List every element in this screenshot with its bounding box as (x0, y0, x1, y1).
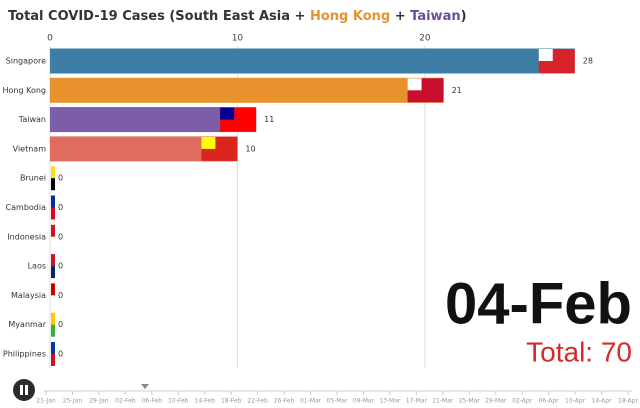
pause-bar[interactable] (20, 385, 23, 395)
timeline-label: 14-Apr (592, 398, 613, 405)
play-button-circle[interactable] (13, 379, 35, 401)
y-tick-label: Singapore (6, 57, 46, 66)
timeline-label: 21-Jan (36, 398, 56, 405)
y-tick-label: Taiwan (18, 115, 46, 124)
title-part: ) (461, 9, 467, 24)
title-part: Total COVID-19 Cases (South East Asia + (8, 9, 310, 24)
flag (51, 178, 55, 191)
timeline-label: 25-Jan (63, 398, 83, 405)
timeline-label: 26-Feb (274, 398, 295, 405)
timeline-label: 29-Jan (89, 398, 109, 405)
flag (201, 136, 216, 149)
value-label: 0 (58, 174, 63, 183)
flag (51, 166, 55, 179)
flag (407, 78, 422, 91)
timeline-label: 06-Feb (142, 398, 163, 405)
flag (51, 254, 55, 267)
play-button[interactable] (13, 379, 35, 401)
value-label: 0 (58, 350, 63, 359)
x-tick-label: 10 (232, 34, 244, 44)
bar (50, 48, 575, 74)
value-label: 11 (264, 115, 274, 124)
timeline-label: 18-Apr (618, 398, 639, 405)
value-label: 0 (58, 232, 63, 241)
y-tick-label: Philippines (3, 350, 46, 359)
flag (51, 342, 55, 354)
timeline-label: 02-Apr (512, 398, 533, 405)
timeline-label: 13-Mar (379, 398, 401, 405)
flag (51, 295, 55, 308)
timeline-label: 10-Apr (565, 398, 586, 405)
y-tick-label: Malaysia (11, 291, 46, 300)
y-tick-label: Myanmar (8, 320, 46, 329)
title-part: Hong Kong (310, 9, 390, 24)
y-tick-label: Cambodia (6, 203, 47, 212)
value-label: 10 (245, 144, 255, 153)
timeline-label: 09-Mar (353, 398, 375, 405)
timeline-label: 14-Feb (195, 398, 216, 405)
flag (51, 283, 55, 296)
flag (51, 207, 55, 220)
value-label: 21 (452, 86, 462, 95)
title-part: Taiwan (410, 9, 460, 24)
flag (51, 195, 55, 208)
timeline-label: 10-Feb (168, 398, 189, 405)
value-label: 28 (583, 57, 593, 66)
bar (50, 77, 444, 103)
flag (51, 324, 55, 337)
timeline-label: 01-Mar (300, 398, 322, 405)
timeline-label: 22-Feb (247, 398, 268, 405)
value-label: 0 (58, 320, 63, 329)
timeline-label: 25-Mar (459, 398, 481, 405)
value-label: 0 (58, 291, 63, 300)
flag (51, 312, 55, 325)
timeline-label: 29-Mar (485, 398, 507, 405)
date-label: 04-Feb (445, 271, 632, 336)
y-tick-label: Brunei (20, 174, 46, 183)
value-label: 0 (58, 262, 63, 271)
title-part: + (390, 9, 410, 24)
pause-bar[interactable] (25, 385, 28, 395)
y-tick-label: Laos (28, 262, 46, 271)
y-tick-label: Indonesia (7, 232, 46, 241)
y-tick-label: Vietnam (13, 144, 47, 153)
flag (51, 236, 55, 249)
value-label: 0 (58, 203, 63, 212)
x-tick-label: 0 (47, 34, 53, 44)
timeline-label: 17-Mar (406, 398, 428, 405)
y-tick-label: Hong Kong (3, 86, 47, 95)
timeline-label: 06-Apr (539, 398, 560, 405)
flag (220, 107, 235, 120)
total-label: Total: 70 (526, 336, 632, 367)
timeline-label: 18-Feb (221, 398, 242, 405)
chart-title: Total COVID-19 Cases (South East Asia + … (8, 9, 467, 24)
flag (51, 224, 55, 237)
timeline-label: 02-Feb (115, 398, 136, 405)
timeline-label: 05-Mar (326, 398, 348, 405)
timeline-handle[interactable] (141, 384, 149, 389)
x-tick-label: 20 (419, 34, 431, 44)
timeline-label: 21-Mar (432, 398, 454, 405)
flag (51, 266, 55, 279)
flag (51, 354, 55, 366)
flag (538, 49, 553, 61)
